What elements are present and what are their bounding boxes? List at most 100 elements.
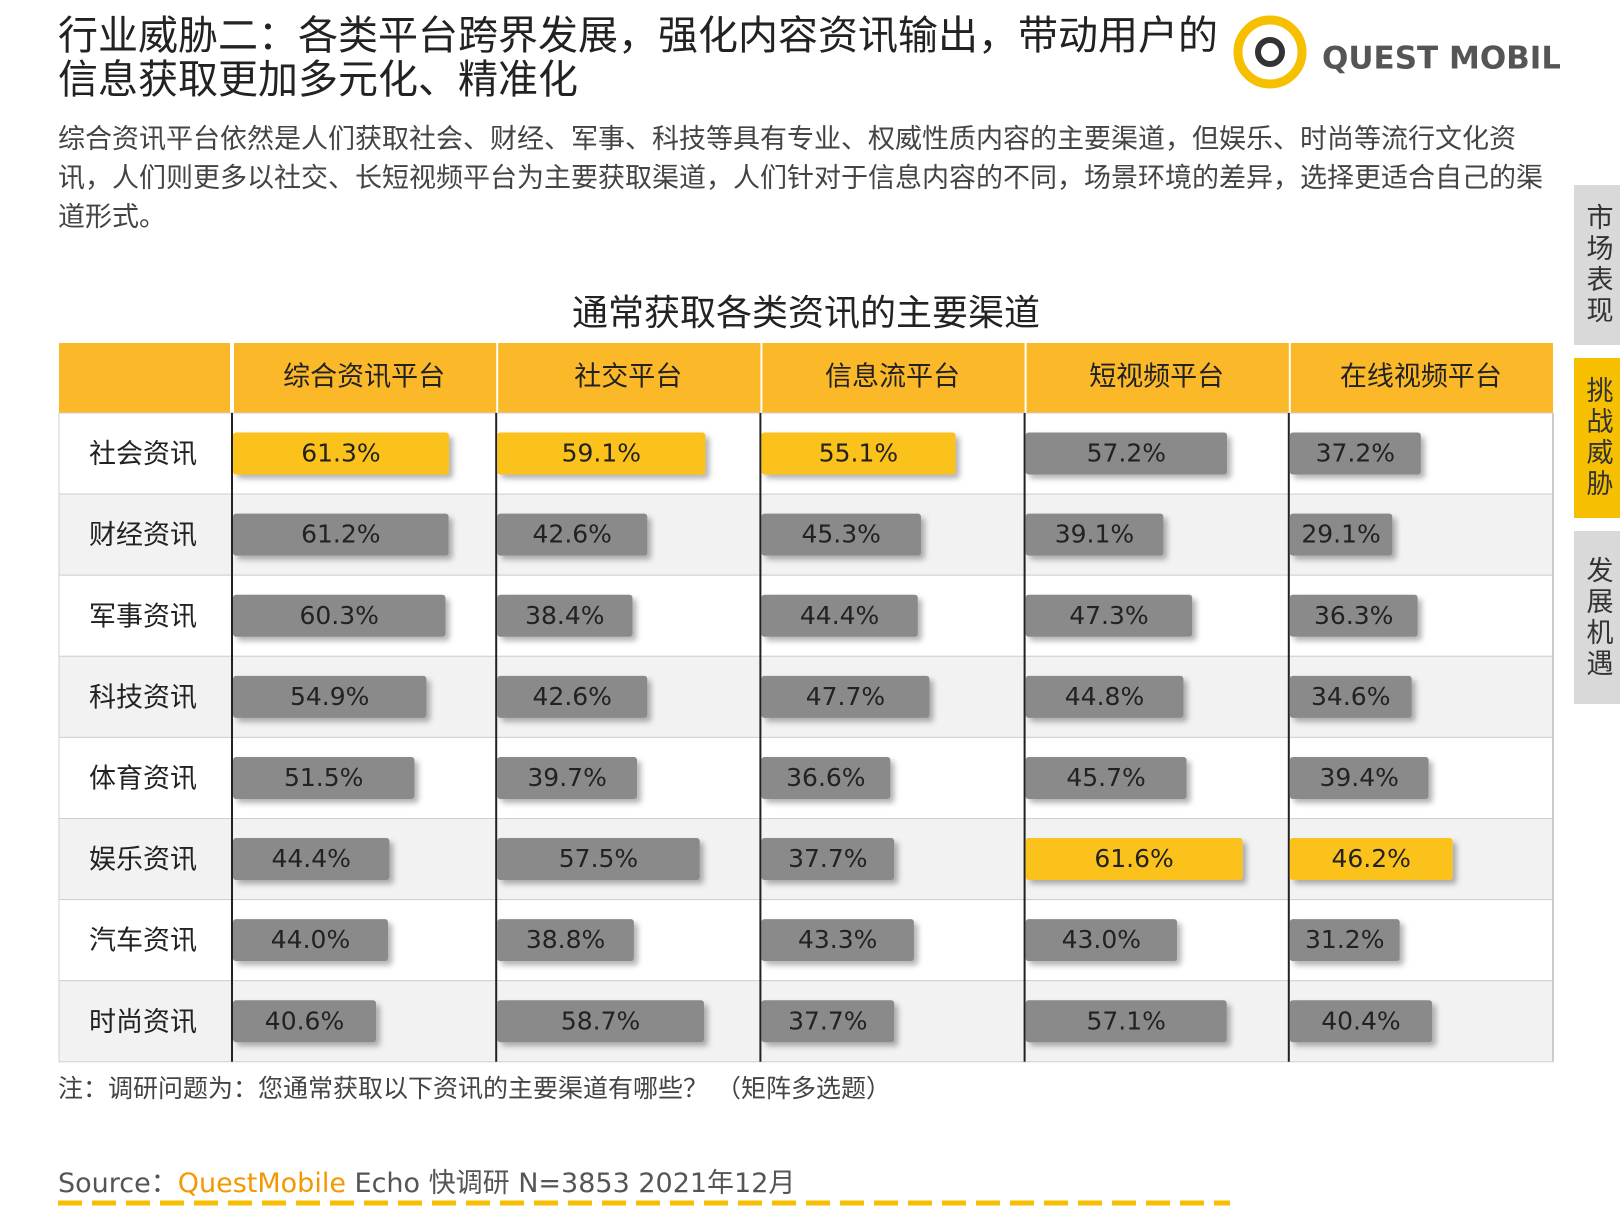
value-label: 61.3% — [301, 439, 380, 468]
value-label: 39.1% — [1055, 520, 1134, 549]
row-label: 社会资讯 — [89, 439, 197, 470]
bar — [761, 594, 918, 637]
chart: 通常获取各类资讯的主要渠道 注：调研问题为：您通常获取以下资讯的主要渠道有哪些？… — [58, 293, 1554, 1206]
bar — [1289, 675, 1412, 718]
bar — [233, 432, 449, 475]
value-label: 58.7% — [561, 1006, 640, 1035]
value-label: 40.4% — [1321, 1006, 1400, 1035]
value-label: 44.0% — [271, 925, 350, 954]
value-label: 37.2% — [1316, 439, 1395, 468]
value-label: 54.9% — [290, 682, 369, 711]
bar — [761, 756, 891, 799]
row-label: 科技资讯 — [89, 682, 197, 713]
bar — [1025, 919, 1178, 962]
value-label: 29.1% — [1301, 520, 1380, 549]
bar — [1289, 838, 1453, 881]
bar — [761, 513, 921, 556]
value-label: 47.3% — [1069, 601, 1148, 630]
value-label: 61.6% — [1094, 844, 1173, 873]
value-label: 34.6% — [1311, 682, 1390, 711]
header-cell — [498, 343, 761, 413]
row-label: 娱乐资讯 — [89, 845, 197, 876]
header-cell — [59, 343, 230, 413]
value-label: 46.2% — [1331, 844, 1410, 873]
row-label: 时尚资讯 — [89, 1007, 197, 1038]
value-label: 57.2% — [1087, 439, 1166, 468]
bar — [761, 1000, 895, 1043]
bar — [761, 919, 914, 962]
value-label: 31.2% — [1305, 925, 1384, 954]
bar — [497, 594, 633, 637]
bar — [1289, 432, 1421, 475]
bar — [497, 756, 638, 799]
column-header: 短视频平台 — [1089, 362, 1224, 393]
value-label: 43.0% — [1062, 925, 1141, 954]
value-label: 42.6% — [533, 682, 612, 711]
value-label: 44.4% — [800, 601, 879, 630]
row-label: 体育资讯 — [89, 763, 197, 794]
side-tab[interactable]: 挑战威胁 — [1574, 358, 1620, 518]
value-label: 37.7% — [788, 1006, 867, 1035]
bar — [233, 838, 390, 881]
header-cell — [1026, 343, 1289, 413]
logo-text: QUEST MOBILE — [1322, 41, 1560, 77]
side-tab[interactable]: 市场表现 — [1574, 185, 1620, 345]
value-label: 44.4% — [271, 844, 350, 873]
value-label: 60.3% — [299, 601, 378, 630]
logo-icon — [1233, 15, 1307, 89]
bar — [497, 675, 648, 718]
bar — [233, 1000, 377, 1043]
page-title: 行业威胁二：各类平台跨界发展，强化内容资讯输出，带动用户的信息获取更加多元化、精… — [58, 13, 1218, 103]
bar — [1025, 675, 1184, 718]
bar — [1025, 838, 1243, 881]
logo-icon-inner — [1255, 37, 1285, 67]
value-label: 51.5% — [284, 763, 363, 792]
bar — [233, 675, 427, 718]
bar — [497, 919, 634, 962]
value-label: 37.7% — [788, 844, 867, 873]
bar — [233, 919, 388, 962]
bar — [1289, 919, 1400, 962]
source-label: Source： — [58, 1168, 178, 1199]
bar — [1289, 513, 1393, 556]
bar — [1025, 513, 1164, 556]
value-label: 45.7% — [1066, 763, 1145, 792]
bar — [497, 432, 706, 475]
value-label: 40.6% — [265, 1006, 344, 1035]
bar — [761, 838, 895, 881]
bar — [233, 756, 415, 799]
value-label: 59.1% — [562, 439, 641, 468]
logo: QUEST MOBILE — [1233, 15, 1560, 89]
row-label: 财经资讯 — [89, 520, 197, 551]
row-label: 汽车资讯 — [89, 926, 197, 957]
value-label: 36.6% — [786, 763, 865, 792]
bar — [233, 513, 449, 556]
bar — [1025, 756, 1187, 799]
value-label: 36.3% — [1314, 601, 1393, 630]
value-label: 47.7% — [806, 682, 885, 711]
bar — [761, 432, 956, 475]
bar — [497, 1000, 704, 1043]
chart-title: 通常获取各类资讯的主要渠道 — [572, 293, 1040, 334]
value-label: 45.3% — [801, 520, 880, 549]
header-cell — [234, 343, 497, 413]
column-header: 综合资讯平台 — [283, 362, 445, 393]
value-label: 61.2% — [301, 520, 380, 549]
bar — [1289, 756, 1429, 799]
bar — [497, 838, 700, 881]
value-label: 55.1% — [819, 439, 898, 468]
bar — [1289, 594, 1418, 637]
source-text: Echo 快调研 N=3853 2021年12月 — [346, 1168, 795, 1199]
bar — [761, 675, 930, 718]
value-label: 43.3% — [798, 925, 877, 954]
source: Source：QuestMobile Echo 快调研 N=3853 2021年… — [58, 1168, 795, 1199]
value-label: 39.7% — [527, 763, 606, 792]
value-label: 38.8% — [526, 925, 605, 954]
value-label: 38.4% — [525, 601, 604, 630]
bar — [497, 513, 648, 556]
description: 综合资讯平台依然是人们获取社会、财经、军事、科技等具有专业、权威性质内容的主要渠… — [58, 124, 1543, 233]
header-cell — [1290, 343, 1553, 413]
side-tab[interactable]: 发展机遇 — [1574, 531, 1620, 704]
header-cell — [762, 343, 1025, 413]
row-label: 军事资讯 — [89, 601, 197, 632]
